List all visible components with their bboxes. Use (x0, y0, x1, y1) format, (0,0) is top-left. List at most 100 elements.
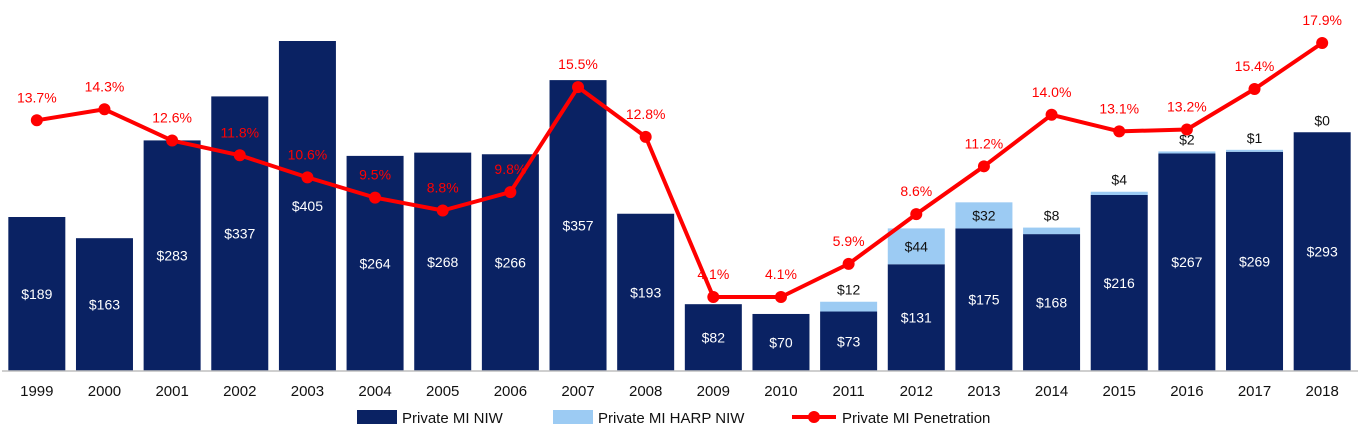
label-penetration-2011: 5.9% (833, 233, 865, 249)
legend-label-niw: Private MI NIW (402, 410, 504, 427)
bar-niw-2014 (1023, 234, 1081, 371)
bar-niw-2000 (75, 238, 133, 371)
penetration-point-2013 (977, 160, 990, 173)
bar-niw-2007 (549, 80, 607, 371)
x-tick-2018: 2018 (1305, 383, 1338, 400)
legend: Private MI NIW Private MI HARP NIW Priva… (357, 410, 990, 427)
penetration-point-1999 (30, 114, 43, 127)
label-niw-2016: $267 (1171, 254, 1202, 270)
label-harp-2013: $32 (972, 207, 996, 223)
x-tick-2003: 2003 (291, 383, 324, 400)
legend-label-penetration: Private MI Penetration (842, 410, 990, 427)
x-tick-2017: 2017 (1238, 383, 1271, 400)
label-harp-2014: $8 (1044, 208, 1060, 224)
x-tick-2005: 2005 (426, 383, 459, 400)
x-tick-layer: 1999 2000 2001 2002 2003 2004 2005 2006 2007 2008… (20, 383, 1339, 400)
label-penetration-2001: 12.6% (152, 110, 192, 126)
label-penetration-2007: 15.5% (558, 56, 598, 72)
penetration-point-2012 (910, 208, 923, 221)
x-tick-2000: 2000 (88, 383, 121, 400)
label-niw-2005: $268 (427, 254, 458, 270)
label-niw-2018: $293 (1307, 244, 1338, 260)
label-harp-2017: $1 (1247, 130, 1263, 146)
bar-niw-2012 (887, 264, 945, 371)
bar-niw-2010 (752, 313, 810, 371)
penetration-point-2015 (1113, 125, 1126, 138)
x-tick-2015: 2015 (1103, 383, 1136, 400)
x-tick-2004: 2004 (358, 383, 391, 400)
penetration-line (36, 41, 1324, 299)
label-penetration-2002: 11.8% (220, 124, 259, 140)
x-tick-2012: 2012 (900, 383, 933, 400)
legend-swatch-niw (357, 410, 397, 424)
label-harp-2011: $12 (837, 282, 861, 298)
x-tick-2006: 2006 (494, 383, 527, 400)
label-penetration-2000: 14.3% (85, 78, 125, 94)
label-niw-2017: $269 (1239, 253, 1270, 269)
x-tick-2009: 2009 (697, 383, 730, 400)
label-penetration-2018: 17.9% (1302, 12, 1342, 28)
penetration-point-2006 (504, 186, 517, 199)
labels-layer: $189 13.7% $163 14.3% $283 12.6% $337 11.8% $405… (17, 12, 1342, 350)
label-penetration-2003: 10.6% (288, 146, 328, 162)
penetration-point-2016 (1180, 123, 1193, 136)
label-penetration-2016: 13.2% (1167, 99, 1207, 115)
x-tick-1999: 1999 (20, 383, 53, 400)
bar-niw-1999 (8, 217, 66, 371)
bar-niw-2008 (617, 213, 675, 371)
bar-niw-2013 (955, 228, 1013, 371)
label-niw-2000: $163 (89, 297, 120, 313)
bar-niw-2009 (684, 304, 742, 371)
label-penetration-2017: 15.4% (1235, 58, 1275, 74)
label-penetration-2009: 4.1% (697, 266, 729, 282)
label-niw-2010: $70 (769, 334, 793, 350)
legend-label-harp: Private MI HARP NIW (598, 410, 745, 427)
label-harp-2015: $4 (1111, 172, 1127, 188)
bar-niw-2002 (211, 96, 269, 371)
label-niw-2014: $168 (1036, 295, 1067, 311)
x-tick-2014: 2014 (1035, 383, 1068, 400)
label-niw-2007: $357 (562, 218, 593, 234)
penetration-point-2004 (369, 191, 382, 204)
bar-harp-2011 (820, 301, 878, 312)
penetration-point-2003 (301, 171, 314, 184)
penetration-point-2014 (1045, 108, 1058, 121)
penetration-point-2017 (1248, 83, 1261, 96)
penetration-point-2007 (572, 81, 585, 94)
bar-niw-2018 (1293, 132, 1351, 371)
label-penetration-1999: 13.7% (17, 89, 57, 105)
label-niw-2004: $264 (359, 255, 390, 271)
label-penetration-2005: 8.8% (427, 179, 459, 195)
label-penetration-2013: 11.2% (965, 135, 1004, 151)
penetration-point-2009 (707, 291, 720, 303)
penetration-point-2000 (98, 103, 111, 116)
bar-harp-2016 (1158, 151, 1216, 154)
x-tick-2016: 2016 (1170, 383, 1203, 400)
x-tick-2011: 2011 (832, 383, 864, 400)
bar-niw-2005 (414, 152, 472, 371)
penetration-point-2011 (842, 257, 855, 270)
x-tick-2001: 2001 (155, 383, 188, 400)
label-niw-2011: $73 (837, 333, 861, 349)
penetration-line-layer (36, 41, 1324, 299)
legend-swatch-penetration-marker (808, 411, 820, 423)
legend-item-niw: Private MI NIW (357, 410, 504, 427)
label-niw-2015: $216 (1104, 275, 1135, 291)
bar-niw-2001 (143, 140, 201, 371)
bar-harp-2013 (955, 202, 1013, 229)
bar-niw-2015 (1090, 195, 1148, 371)
penetration-point-2008 (639, 130, 652, 143)
label-penetration-2006: 9.8% (494, 161, 526, 177)
legend-swatch-harp (553, 410, 593, 424)
legend-item-penetration: Private MI Penetration (792, 410, 990, 427)
penetration-point-2001 (166, 134, 179, 147)
x-tick-2008: 2008 (629, 383, 662, 400)
bar-niw-2003 (278, 41, 336, 371)
bar-harp-2017 (1226, 149, 1284, 152)
penetration-point-2018 (1316, 37, 1329, 49)
x-tick-2010: 2010 (764, 383, 797, 400)
label-niw-2006: $266 (495, 255, 526, 271)
label-penetration-2008: 12.8% (626, 106, 666, 122)
label-niw-2008: $193 (630, 284, 661, 300)
